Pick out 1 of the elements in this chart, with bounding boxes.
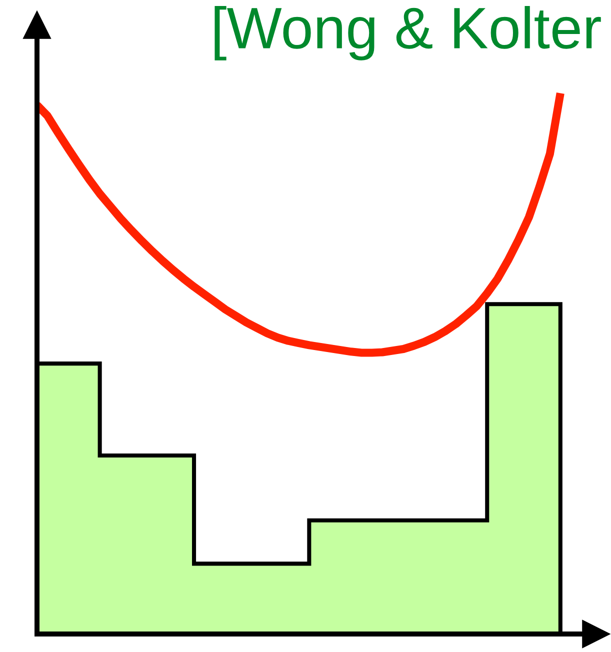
chart-title: [Wong & Kolter xyxy=(214,6,601,60)
